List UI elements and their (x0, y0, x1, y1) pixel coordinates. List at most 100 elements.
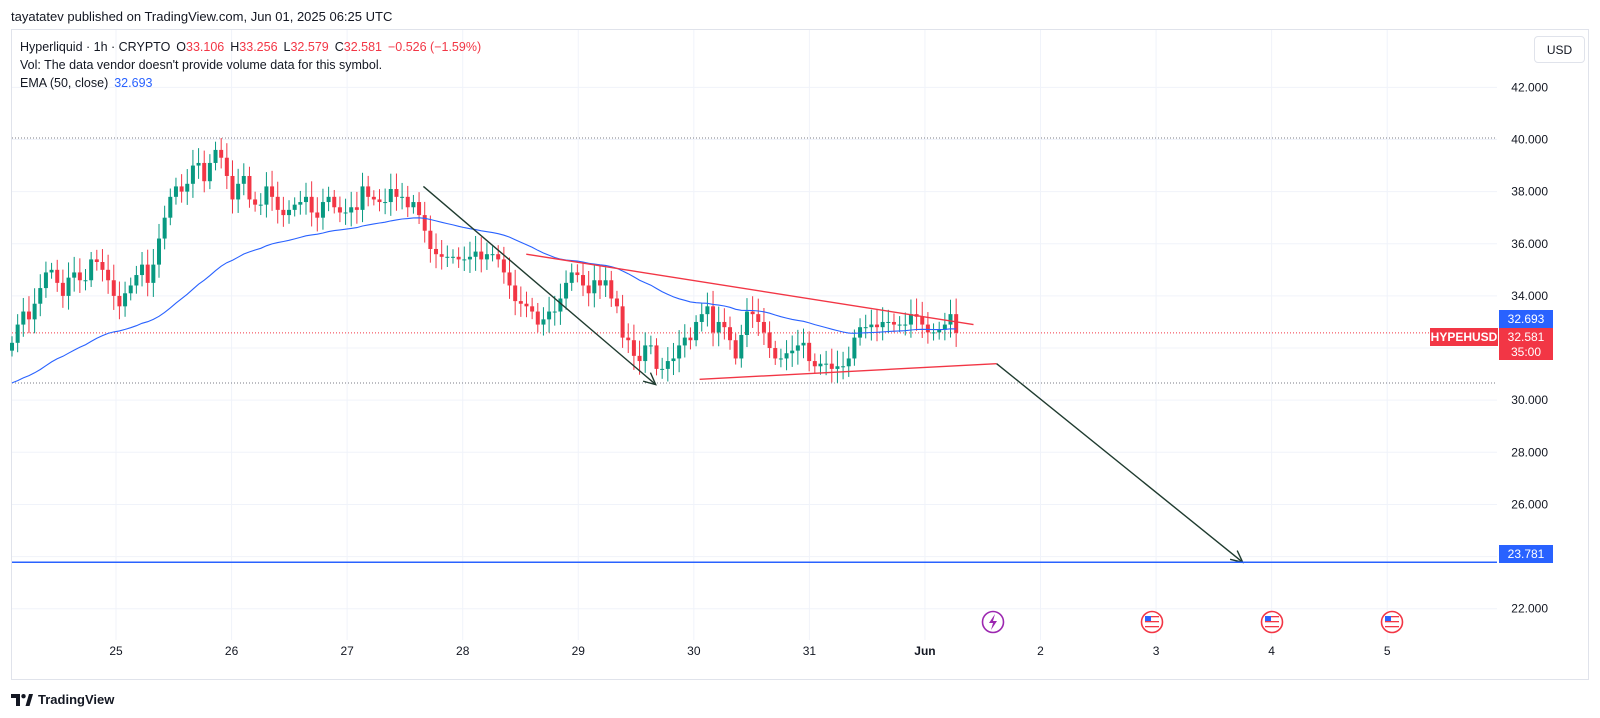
open-label: O (176, 40, 187, 54)
arrow-head (642, 372, 657, 386)
candle (807, 331, 812, 372)
candle (377, 189, 382, 212)
candle (841, 351, 846, 380)
currency-button[interactable]: USD (1534, 36, 1585, 63)
candle (422, 201, 427, 243)
candle (270, 170, 275, 211)
us-flag-icon[interactable] (1260, 610, 1284, 634)
candle (72, 256, 77, 292)
y-tick-label: 34.000 (1511, 289, 1548, 303)
candle (337, 196, 342, 223)
candle (920, 301, 925, 338)
candle (818, 354, 823, 375)
candle (688, 327, 693, 350)
ema-price-tag: 32.693 (1499, 310, 1553, 328)
candle (773, 340, 778, 365)
x-tick-label: 4 (1268, 644, 1275, 658)
candle (445, 245, 450, 267)
candle (213, 141, 218, 171)
candle (954, 298, 959, 347)
low-value: 32.579 (290, 40, 329, 54)
candle (744, 298, 749, 348)
candle (648, 335, 653, 355)
arrow-line[interactable] (422, 185, 657, 386)
candle (292, 197, 297, 217)
candle (360, 172, 365, 223)
candle (309, 181, 314, 227)
candle (931, 323, 936, 341)
x-tick-label: 2 (1037, 644, 1044, 658)
candle (190, 149, 195, 198)
candle (400, 182, 405, 210)
candle (761, 307, 766, 345)
published-line: tayatatev published on TradingView.com, … (11, 9, 393, 24)
y-tick-label: 38.000 (1511, 185, 1548, 199)
candle (739, 324, 744, 368)
candle (914, 298, 919, 331)
candle (55, 259, 60, 292)
candle (620, 294, 625, 348)
candle (479, 237, 484, 273)
candle (490, 246, 495, 262)
candle (106, 254, 111, 294)
candle (145, 249, 150, 297)
candle (89, 251, 94, 287)
candle (281, 196, 286, 227)
candle (592, 264, 597, 308)
candle (728, 316, 733, 350)
candle (123, 281, 128, 317)
ohlc-row: Hyperliquid · 1h · CRYPTO O 33.106 H 33.25… (20, 38, 481, 56)
last-price-tag: 32.581 (1499, 328, 1553, 346)
y-tick-label: 36.000 (1511, 237, 1548, 251)
x-tick-label: 5 (1384, 644, 1391, 658)
candle (173, 177, 178, 205)
candle (767, 321, 772, 358)
arrow-line[interactable] (996, 363, 1244, 563)
x-tick-label: Jun (914, 644, 935, 658)
candle (733, 333, 738, 365)
candle (349, 191, 354, 227)
candle (247, 166, 252, 208)
candle (558, 283, 563, 325)
candle (948, 299, 953, 338)
candle (564, 270, 569, 310)
y-tick-label: 40.000 (1511, 132, 1548, 146)
x-tick-label: 30 (687, 644, 701, 658)
candle (394, 173, 399, 211)
candle (354, 191, 359, 224)
candle (439, 240, 444, 270)
candle (10, 336, 14, 357)
candle (83, 269, 88, 291)
trend-line[interactable] (699, 362, 997, 381)
candle (128, 277, 133, 301)
candle (541, 307, 546, 336)
candle (450, 249, 455, 264)
candle (671, 342, 676, 376)
candle (846, 346, 851, 377)
target-price-tag: 23.781 (1499, 545, 1553, 563)
candle (660, 357, 665, 379)
us-flag-icon[interactable] (1380, 610, 1404, 634)
candle (643, 332, 648, 373)
candle (597, 265, 602, 299)
candle (784, 340, 789, 371)
candle (253, 191, 258, 212)
candle (366, 175, 371, 207)
candle (886, 309, 891, 333)
candle (677, 330, 682, 373)
us-flag-icon[interactable] (1140, 610, 1164, 634)
candle (77, 258, 82, 293)
trend-line[interactable] (526, 253, 974, 326)
candle (496, 245, 501, 268)
ema-row[interactable]: EMA (50, close) 32.693 (20, 74, 481, 92)
candle (750, 296, 755, 328)
candle (26, 296, 31, 334)
candle (694, 315, 699, 347)
candle (835, 350, 840, 383)
candle (383, 188, 388, 215)
grid-lines (12, 30, 1497, 640)
tradingview-logo[interactable]: TradingView (11, 692, 114, 707)
lightning-bolt-icon[interactable] (981, 610, 1005, 634)
candle (705, 292, 710, 327)
